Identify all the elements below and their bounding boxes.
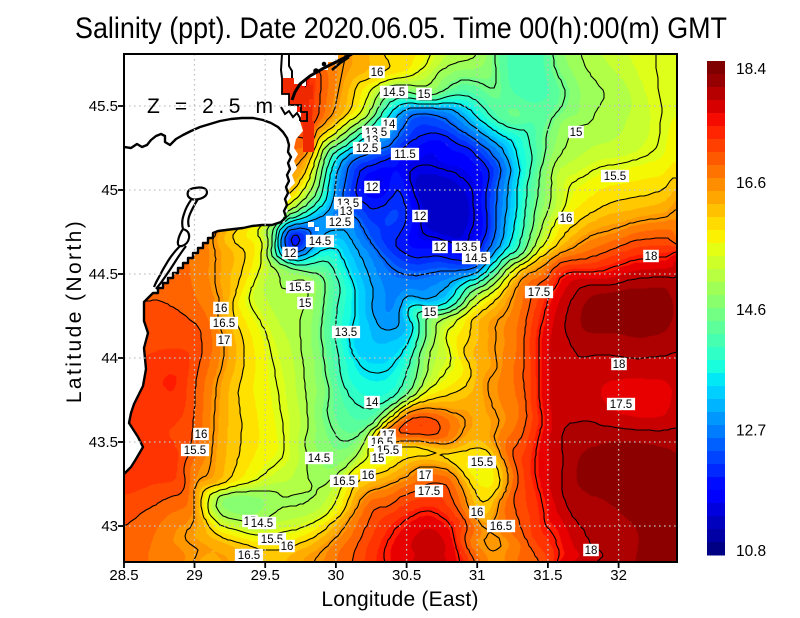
svg-text:12: 12 — [434, 242, 447, 254]
svg-text:15: 15 — [424, 307, 437, 319]
svg-text:32: 32 — [610, 567, 627, 584]
svg-text:44.5: 44.5 — [89, 266, 118, 283]
svg-text:11.5: 11.5 — [394, 149, 416, 161]
svg-text:13.5: 13.5 — [455, 242, 477, 254]
svg-text:45: 45 — [101, 182, 118, 199]
svg-text:13.5: 13.5 — [335, 327, 357, 339]
svg-text:14.5: 14.5 — [383, 87, 405, 99]
svg-text:15.5: 15.5 — [471, 457, 493, 469]
svg-text:17: 17 — [218, 335, 231, 347]
svg-text:10.8: 10.8 — [736, 543, 766, 560]
svg-text:29: 29 — [186, 567, 203, 584]
svg-text:30: 30 — [328, 567, 345, 584]
svg-text:43: 43 — [101, 518, 118, 535]
svg-text:16: 16 — [362, 470, 375, 482]
svg-text:16.5: 16.5 — [213, 318, 235, 330]
svg-text:13: 13 — [340, 206, 353, 218]
svg-text:16.6: 16.6 — [736, 175, 766, 192]
svg-text:31.5: 31.5 — [533, 567, 562, 584]
svg-text:16: 16 — [371, 67, 384, 79]
svg-text:16: 16 — [471, 507, 484, 519]
svg-text:17.5: 17.5 — [418, 486, 440, 498]
svg-text:14.6: 14.6 — [736, 302, 766, 319]
svg-text:15.5: 15.5 — [604, 171, 626, 183]
svg-text:15: 15 — [418, 89, 431, 101]
svg-text:30.5: 30.5 — [392, 567, 421, 584]
svg-text:16: 16 — [195, 429, 208, 441]
svg-text:14.5: 14.5 — [309, 236, 331, 248]
svg-text:14.5: 14.5 — [308, 453, 330, 465]
svg-text:44: 44 — [101, 350, 118, 367]
svg-text:14.5: 14.5 — [465, 253, 487, 265]
svg-text:14.5: 14.5 — [251, 518, 273, 530]
svg-text:12: 12 — [284, 248, 297, 260]
svg-text:Salinity (ppt). Date 2020.06.0: Salinity (ppt). Date 2020.06.05. Time 00… — [75, 12, 727, 45]
svg-text:15: 15 — [372, 453, 385, 465]
svg-text:17.5: 17.5 — [610, 399, 632, 411]
svg-text:18: 18 — [585, 545, 598, 557]
svg-text:12.7: 12.7 — [736, 423, 766, 440]
svg-text:17.5: 17.5 — [528, 287, 550, 299]
svg-text:16.5: 16.5 — [333, 476, 355, 488]
svg-text:15: 15 — [570, 127, 583, 139]
svg-text:16: 16 — [215, 303, 228, 315]
svg-text:Latitude (North): Latitude (North) — [63, 219, 86, 403]
svg-text:28.5: 28.5 — [109, 567, 138, 584]
svg-text:14: 14 — [366, 397, 379, 409]
svg-text:18.4: 18.4 — [736, 61, 767, 78]
svg-text:15.5: 15.5 — [261, 534, 283, 546]
svg-text:16: 16 — [560, 213, 573, 225]
svg-text:45.5: 45.5 — [89, 98, 118, 115]
svg-text:12.5: 12.5 — [356, 143, 378, 155]
svg-text:29.5: 29.5 — [251, 567, 280, 584]
svg-text:17: 17 — [419, 470, 432, 482]
svg-text:12: 12 — [366, 182, 379, 194]
svg-text:31: 31 — [469, 567, 486, 584]
svg-text:15: 15 — [299, 298, 312, 310]
svg-text:43.5: 43.5 — [89, 434, 118, 451]
svg-text:16: 16 — [281, 541, 294, 553]
svg-text:16.5: 16.5 — [238, 550, 260, 562]
svg-text:15.5: 15.5 — [184, 445, 206, 457]
svg-text:18: 18 — [613, 359, 626, 371]
svg-text:12.5: 12.5 — [329, 217, 351, 229]
svg-text:Longitude (East): Longitude (East) — [321, 588, 478, 611]
svg-text:12: 12 — [414, 211, 427, 223]
svg-text:18: 18 — [645, 251, 658, 263]
svg-text:16.5: 16.5 — [490, 521, 512, 533]
svg-text:15.5: 15.5 — [289, 282, 311, 294]
